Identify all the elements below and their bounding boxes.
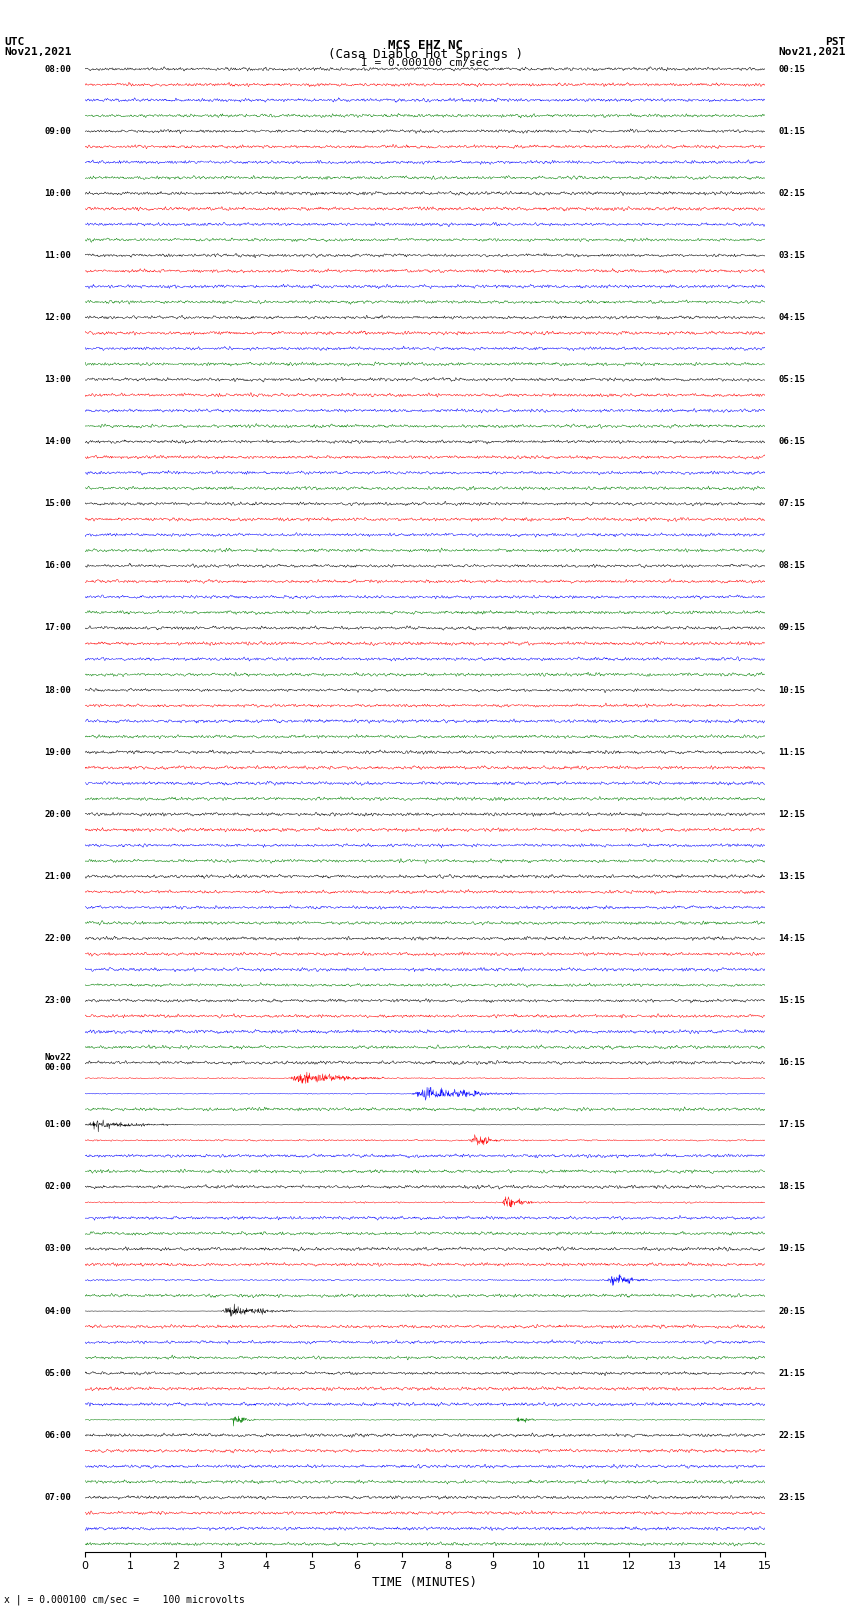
Text: 13:00: 13:00 (44, 376, 71, 384)
Text: 19:15: 19:15 (779, 1245, 806, 1253)
Text: 07:15: 07:15 (779, 500, 806, 508)
Text: 21:15: 21:15 (779, 1369, 806, 1378)
Text: x | = 0.000100 cm/sec =    100 microvolts: x | = 0.000100 cm/sec = 100 microvolts (4, 1594, 245, 1605)
Text: 22:15: 22:15 (779, 1431, 806, 1440)
Text: 07:00: 07:00 (44, 1494, 71, 1502)
Text: I = 0.000100 cm/sec: I = 0.000100 cm/sec (361, 58, 489, 68)
Text: Nov22
00:00: Nov22 00:00 (44, 1053, 71, 1073)
Text: 05:15: 05:15 (779, 376, 806, 384)
Text: 16:15: 16:15 (779, 1058, 806, 1068)
Text: 20:00: 20:00 (44, 810, 71, 819)
Text: 15:15: 15:15 (779, 997, 806, 1005)
Text: 02:15: 02:15 (779, 189, 806, 198)
Text: 14:15: 14:15 (779, 934, 806, 944)
Text: 09:15: 09:15 (779, 624, 806, 632)
Text: 12:15: 12:15 (779, 810, 806, 819)
Text: 17:00: 17:00 (44, 624, 71, 632)
Text: UTC: UTC (4, 37, 25, 47)
Text: (Casa Diablo Hot Springs ): (Casa Diablo Hot Springs ) (327, 48, 523, 61)
Text: 08:00: 08:00 (44, 65, 71, 74)
Text: 11:00: 11:00 (44, 252, 71, 260)
Text: 15:00: 15:00 (44, 500, 71, 508)
Text: 01:15: 01:15 (779, 127, 806, 135)
Text: 10:00: 10:00 (44, 189, 71, 198)
Text: 23:15: 23:15 (779, 1494, 806, 1502)
Text: 17:15: 17:15 (779, 1121, 806, 1129)
Text: 20:15: 20:15 (779, 1307, 806, 1316)
X-axis label: TIME (MINUTES): TIME (MINUTES) (372, 1576, 478, 1589)
Text: 04:15: 04:15 (779, 313, 806, 323)
Text: 03:15: 03:15 (779, 252, 806, 260)
Text: 14:00: 14:00 (44, 437, 71, 447)
Text: 00:15: 00:15 (779, 65, 806, 74)
Text: 18:15: 18:15 (779, 1182, 806, 1192)
Text: 16:00: 16:00 (44, 561, 71, 571)
Text: 05:00: 05:00 (44, 1369, 71, 1378)
Text: 21:00: 21:00 (44, 873, 71, 881)
Text: 04:00: 04:00 (44, 1307, 71, 1316)
Text: Nov21,2021: Nov21,2021 (4, 47, 71, 56)
Text: 02:00: 02:00 (44, 1182, 71, 1192)
Text: 18:00: 18:00 (44, 686, 71, 695)
Text: 01:00: 01:00 (44, 1121, 71, 1129)
Text: Nov21,2021: Nov21,2021 (779, 47, 846, 56)
Text: 23:00: 23:00 (44, 997, 71, 1005)
Text: 08:15: 08:15 (779, 561, 806, 571)
Text: 11:15: 11:15 (779, 748, 806, 756)
Text: 13:15: 13:15 (779, 873, 806, 881)
Text: 06:15: 06:15 (779, 437, 806, 447)
Text: 06:00: 06:00 (44, 1431, 71, 1440)
Text: 19:00: 19:00 (44, 748, 71, 756)
Text: 12:00: 12:00 (44, 313, 71, 323)
Text: 09:00: 09:00 (44, 127, 71, 135)
Text: 10:15: 10:15 (779, 686, 806, 695)
Text: 03:00: 03:00 (44, 1245, 71, 1253)
Text: PST: PST (825, 37, 846, 47)
Text: 22:00: 22:00 (44, 934, 71, 944)
Text: MCS EHZ NC: MCS EHZ NC (388, 39, 462, 52)
